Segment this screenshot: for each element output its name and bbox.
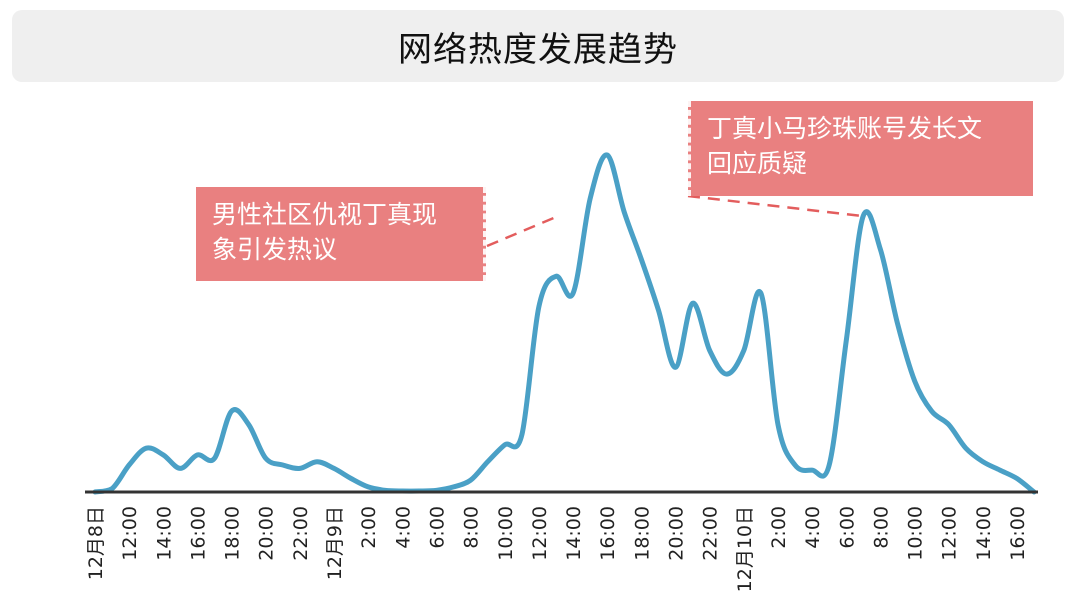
x-tick-label: 8:00 bbox=[461, 506, 483, 549]
x-tick-label: 10:00 bbox=[905, 506, 927, 561]
x-tick-label: 12月8日 bbox=[85, 506, 107, 580]
annotation-connector-2 bbox=[687, 194, 863, 218]
series-line bbox=[92, 152, 1037, 495]
x-tick-label: 22:00 bbox=[290, 506, 312, 561]
x-tick-label: 2:00 bbox=[358, 506, 380, 549]
x-tick-label: 16:00 bbox=[1007, 506, 1029, 561]
x-tick-label: 14:00 bbox=[563, 506, 585, 561]
x-tick-label: 16:00 bbox=[597, 506, 619, 561]
annotation-callout-1: 男性社区仇视丁真现 象引发热议 bbox=[196, 187, 486, 281]
x-tick-label: 4:00 bbox=[802, 506, 824, 549]
x-tick-label: 22:00 bbox=[700, 506, 722, 561]
x-tick-label: 18:00 bbox=[222, 506, 244, 561]
x-tick-label: 6:00 bbox=[427, 506, 449, 549]
annotation-connector-1 bbox=[486, 215, 557, 248]
title-bar: 网络热度发展趋势 bbox=[12, 10, 1064, 82]
x-tick-label: 12月9日 bbox=[324, 506, 346, 580]
chart-title: 网络热度发展趋势 bbox=[398, 29, 678, 70]
annotation-1-line1: 男性社区仇视丁真现 bbox=[212, 200, 438, 229]
x-tick-label: 20:00 bbox=[256, 506, 278, 561]
annotation-2-line2: 回应质疑 bbox=[707, 149, 808, 178]
x-tick-label: 12:00 bbox=[939, 506, 961, 561]
annotation-callout-2: 丁真小马珍珠账号发长文 回应质疑 bbox=[688, 101, 1033, 196]
x-tick-label: 20:00 bbox=[666, 506, 688, 561]
x-tick-label: 14:00 bbox=[153, 506, 175, 561]
x-tick-label: 14:00 bbox=[973, 506, 995, 561]
x-tick-label: 18:00 bbox=[631, 506, 653, 561]
x-tick-label: 12月10日 bbox=[734, 506, 756, 592]
x-tick-label: 10:00 bbox=[495, 506, 517, 561]
annotation-1-line2: 象引发热议 bbox=[212, 235, 338, 264]
x-tick-label: 4:00 bbox=[392, 506, 414, 549]
x-tick-label: 12:00 bbox=[119, 506, 141, 561]
x-tick-label: 12:00 bbox=[529, 506, 551, 561]
x-tick-label: 2:00 bbox=[768, 506, 790, 549]
x-tick-label: 16:00 bbox=[187, 506, 209, 561]
x-tick-label: 6:00 bbox=[836, 506, 858, 549]
x-tick-label: 8:00 bbox=[870, 506, 892, 549]
annotation-2-line1: 丁真小马珍珠账号发长文 bbox=[707, 114, 983, 143]
